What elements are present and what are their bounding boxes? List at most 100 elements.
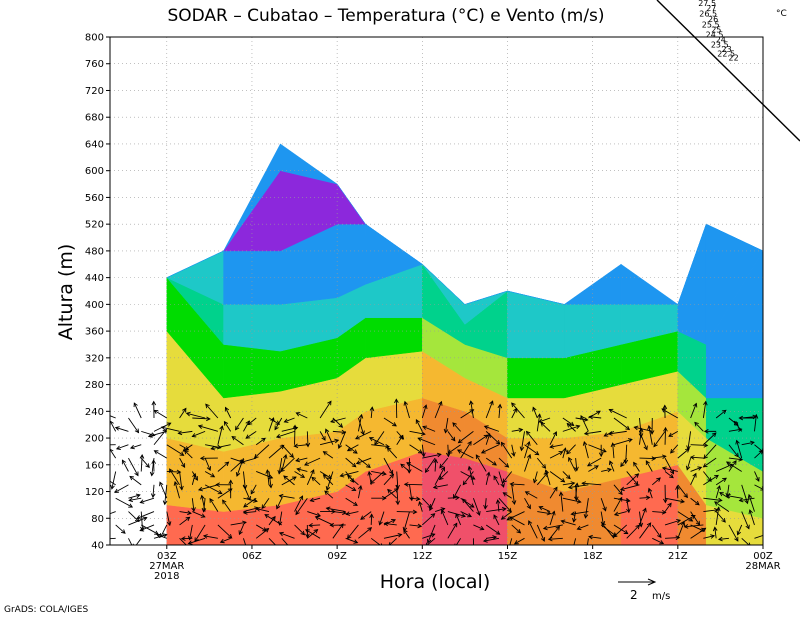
y-tick-label: 400 — [85, 300, 104, 311]
wind-vector — [703, 535, 715, 539]
wind-vector — [577, 524, 589, 530]
wind-vector — [447, 523, 458, 539]
wind-vector — [192, 511, 205, 518]
wind-arrowhead — [549, 444, 555, 449]
wind-vector — [703, 457, 717, 468]
wind-arrowhead — [289, 453, 294, 459]
wind-vector — [383, 488, 399, 499]
wind-vector — [222, 499, 232, 512]
wind-vector — [609, 409, 627, 419]
wind-arrowhead — [296, 467, 302, 472]
wind-arrowhead — [649, 430, 655, 435]
wind-vector — [739, 497, 755, 502]
temperature-band — [620, 263, 679, 305]
wind-vector — [256, 508, 270, 513]
x-tick-label: 09Z — [327, 551, 347, 562]
wind-vector — [243, 538, 247, 545]
wind-arrowhead — [300, 473, 306, 478]
wind-arrowhead — [162, 500, 168, 506]
wind-arrowhead — [685, 448, 690, 453]
wind-arrowhead — [395, 500, 401, 506]
wind-arrowhead — [680, 521, 686, 527]
wind-vector — [460, 441, 472, 459]
wind-vector — [283, 475, 295, 486]
wind-vector — [276, 430, 295, 438]
wind-vector — [141, 524, 159, 535]
wind-arrowhead — [129, 475, 135, 481]
legend-label: 25.5 — [702, 20, 720, 29]
wind-arrowhead — [177, 430, 183, 436]
wind-vector — [128, 417, 139, 433]
wind-arrowhead — [712, 526, 718, 532]
wind-vector — [110, 537, 116, 540]
wind-vector — [690, 497, 700, 506]
wind-vector — [741, 511, 750, 529]
wind-arrowhead — [747, 493, 753, 499]
wind-arrowhead — [150, 432, 156, 437]
wind-arrowhead — [133, 545, 137, 549]
wind-arrowhead — [445, 452, 451, 458]
wind-vector — [166, 511, 171, 526]
wind-arrowhead — [162, 533, 168, 538]
wind-arrowhead — [194, 537, 199, 543]
wind-vector — [452, 422, 461, 432]
wind-vector — [345, 497, 358, 506]
wind-vector — [346, 511, 359, 515]
wind-arrowhead — [583, 417, 589, 422]
wind-arrowhead — [461, 513, 466, 518]
wind-arrowhead — [562, 447, 567, 453]
wind-vector — [383, 474, 394, 486]
wind-vector — [266, 469, 270, 485]
wind-vector — [230, 521, 247, 526]
wind-arrowhead — [278, 531, 284, 537]
wind-arrowhead — [367, 527, 373, 532]
wind-arrowhead — [546, 510, 552, 516]
wind-arrowhead — [415, 496, 421, 502]
wind-arrowhead — [182, 407, 187, 413]
wind-arrowhead — [661, 510, 667, 515]
wind-vector — [304, 457, 321, 466]
wind-arrowhead — [580, 414, 585, 420]
y-tick-label: 120 — [85, 487, 104, 498]
wind-vector — [560, 492, 564, 512]
wind-vector — [409, 444, 423, 454]
wind-arrowhead — [400, 463, 405, 469]
wind-vector — [261, 497, 270, 509]
wind-vector — [148, 430, 167, 437]
wind-vector — [664, 471, 674, 479]
wind-vector — [347, 524, 359, 539]
wind-arrowhead — [210, 473, 216, 478]
wind-arrowhead — [553, 486, 558, 492]
wind-arrowhead — [389, 473, 395, 479]
wind-vector — [525, 491, 538, 499]
wind-vector — [326, 471, 334, 491]
wind-arrowhead — [357, 484, 363, 490]
wind-arrowhead — [492, 461, 497, 466]
wind-vector — [204, 484, 222, 495]
wind-arrowhead — [607, 467, 612, 473]
wind-vector — [243, 511, 257, 514]
wind-arrowhead — [721, 518, 726, 523]
wind-arrowhead — [360, 515, 365, 520]
wind-vector — [549, 487, 558, 499]
wind-vector — [374, 431, 385, 446]
wind-arrowhead — [222, 499, 227, 505]
wind-vector — [179, 511, 192, 514]
wind-arrowhead — [321, 436, 326, 441]
wind-arrowhead — [438, 475, 444, 481]
wind-arrowhead — [583, 431, 589, 436]
wind-arrowhead — [369, 406, 375, 412]
wind-vector — [582, 482, 602, 486]
wind-arrowhead — [235, 425, 240, 431]
wind-arrowhead — [192, 472, 197, 478]
wind-vector — [520, 431, 525, 451]
wind-arrowhead — [374, 440, 379, 446]
wind-vector — [715, 511, 726, 523]
wind-vector — [178, 430, 193, 434]
wind-arrowhead — [702, 463, 708, 468]
wind-vector — [255, 437, 266, 446]
wind-vector — [217, 461, 229, 472]
wind-arrowhead — [516, 528, 522, 534]
